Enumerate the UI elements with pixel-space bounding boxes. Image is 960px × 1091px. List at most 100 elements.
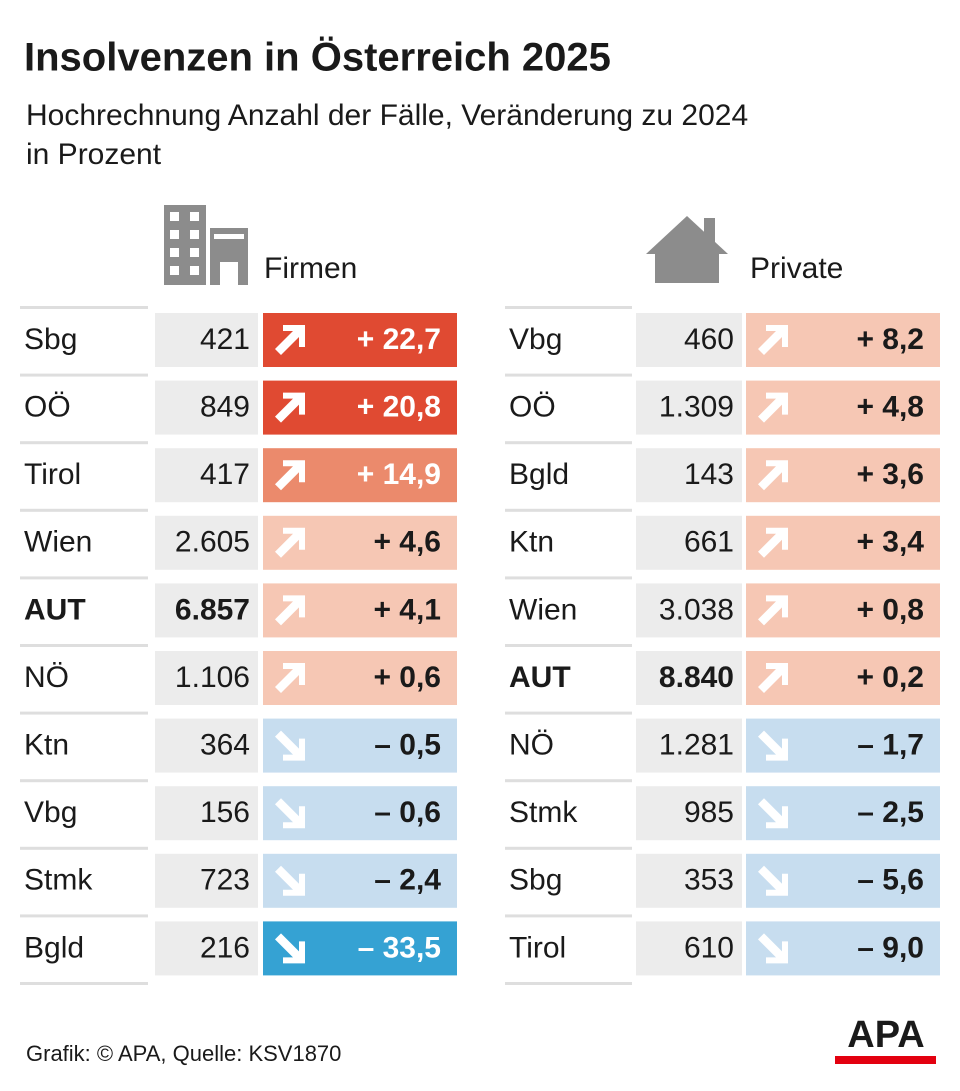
trend-arrow bbox=[758, 392, 788, 423]
count-cell bbox=[636, 651, 742, 705]
subtitle: in Prozent bbox=[26, 138, 162, 171]
trend-arrow bbox=[275, 865, 305, 896]
region-label: Vbg bbox=[509, 323, 562, 356]
house-icon bbox=[646, 216, 728, 283]
region-label: Bgld bbox=[24, 931, 84, 964]
change-value: – 33,5 bbox=[358, 931, 441, 964]
trend-arrow bbox=[275, 730, 305, 761]
count-value: 1.309 bbox=[659, 391, 734, 424]
change-value: + 4,8 bbox=[856, 391, 924, 424]
count-cell bbox=[155, 515, 258, 570]
row-rule bbox=[20, 508, 148, 512]
count-value: 417 bbox=[200, 458, 250, 491]
change-value: + 0,6 bbox=[373, 661, 441, 694]
count-cell bbox=[636, 448, 742, 503]
count-cell bbox=[155, 448, 258, 503]
region-label: Tirol bbox=[24, 458, 81, 491]
count-value: 610 bbox=[684, 931, 734, 964]
trend-arrow bbox=[758, 595, 788, 626]
count-value: 723 bbox=[200, 864, 250, 897]
trend-arrow bbox=[275, 663, 305, 693]
change-value: – 0,5 bbox=[374, 729, 441, 762]
count-value: 216 bbox=[200, 931, 250, 964]
row-rule bbox=[20, 644, 148, 647]
region-label: Sbg bbox=[24, 323, 77, 356]
count-value: 460 bbox=[684, 323, 734, 356]
count-cell bbox=[636, 380, 742, 435]
subtitle: Hochrechnung Anzahl der Fälle, Veränderu… bbox=[26, 99, 748, 132]
row-rule bbox=[505, 576, 632, 580]
count-value: 364 bbox=[200, 729, 250, 762]
region-label: Stmk bbox=[509, 796, 578, 829]
count-cell bbox=[155, 313, 258, 367]
region-label: Bgld bbox=[509, 458, 569, 491]
change-value: – 5,6 bbox=[857, 864, 924, 897]
change-value: + 8,2 bbox=[856, 323, 924, 356]
row-rule bbox=[20, 914, 148, 918]
trend-arrow bbox=[275, 460, 305, 491]
count-value: 3.038 bbox=[659, 593, 734, 626]
row-rule bbox=[505, 644, 632, 647]
change-value: – 2,5 bbox=[857, 796, 924, 829]
count-cell bbox=[155, 718, 258, 773]
count-value: 849 bbox=[200, 391, 250, 424]
count-cell bbox=[636, 718, 742, 773]
trend-arrow bbox=[758, 663, 788, 693]
count-cell bbox=[636, 313, 742, 367]
change-value: + 4,1 bbox=[373, 593, 441, 626]
trend-arrow bbox=[758, 460, 788, 491]
count-cell bbox=[636, 515, 742, 570]
building-icon bbox=[164, 205, 248, 285]
change-value: – 9,0 bbox=[857, 931, 924, 964]
count-cell bbox=[636, 853, 742, 908]
count-value: 1.106 bbox=[175, 661, 250, 694]
logo-bar bbox=[835, 1056, 936, 1064]
row-rule bbox=[20, 846, 148, 850]
trend-arrow bbox=[275, 392, 305, 423]
column-header: Firmen bbox=[264, 252, 357, 285]
trend-arrow bbox=[275, 933, 305, 964]
change-value: – 1,7 bbox=[857, 729, 924, 762]
trend-arrow bbox=[758, 730, 788, 761]
region-label: NÖ bbox=[509, 729, 554, 762]
row-rule bbox=[505, 373, 632, 377]
region-label: Wien bbox=[24, 526, 92, 559]
change-value: – 2,4 bbox=[374, 864, 441, 897]
region-label: Stmk bbox=[24, 864, 93, 897]
row-rule bbox=[20, 576, 148, 580]
change-value: + 0,2 bbox=[856, 661, 924, 694]
row-rule bbox=[505, 914, 632, 918]
count-value: 143 bbox=[684, 458, 734, 491]
change-value: + 22,7 bbox=[357, 323, 441, 356]
count-value: 156 bbox=[200, 796, 250, 829]
title: Insolvenzen in Österreich 2025 bbox=[24, 35, 611, 80]
trend-arrow bbox=[275, 798, 305, 829]
count-cell bbox=[636, 583, 742, 638]
trend-arrow bbox=[275, 595, 305, 626]
trend-arrow bbox=[758, 325, 788, 355]
count-value: 421 bbox=[200, 323, 250, 356]
count-cell bbox=[155, 583, 258, 638]
trend-arrow bbox=[758, 527, 788, 558]
row-rule bbox=[505, 441, 632, 445]
region-label: Ktn bbox=[24, 729, 69, 762]
count-cell bbox=[155, 380, 258, 435]
trend-arrow bbox=[275, 325, 305, 355]
count-value: 8.840 bbox=[659, 661, 734, 694]
row-rule bbox=[20, 982, 148, 985]
region-label: OÖ bbox=[24, 391, 71, 424]
region-label: Vbg bbox=[24, 796, 77, 829]
row-rule bbox=[20, 373, 148, 377]
count-value: 353 bbox=[684, 864, 734, 897]
change-value: + 20,8 bbox=[357, 391, 441, 424]
row-rule bbox=[505, 306, 632, 309]
logo: APA bbox=[847, 1014, 924, 1056]
row-rule bbox=[505, 846, 632, 850]
row-rule bbox=[20, 779, 148, 783]
region-label: Ktn bbox=[509, 526, 554, 559]
trend-arrow bbox=[758, 865, 788, 896]
change-value: + 14,9 bbox=[357, 458, 441, 491]
column-header: Private bbox=[750, 252, 843, 285]
